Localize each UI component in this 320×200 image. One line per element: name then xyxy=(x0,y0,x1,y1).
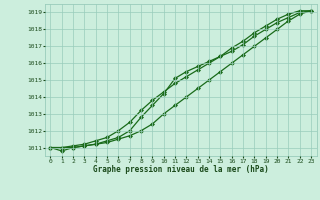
X-axis label: Graphe pression niveau de la mer (hPa): Graphe pression niveau de la mer (hPa) xyxy=(93,165,269,174)
